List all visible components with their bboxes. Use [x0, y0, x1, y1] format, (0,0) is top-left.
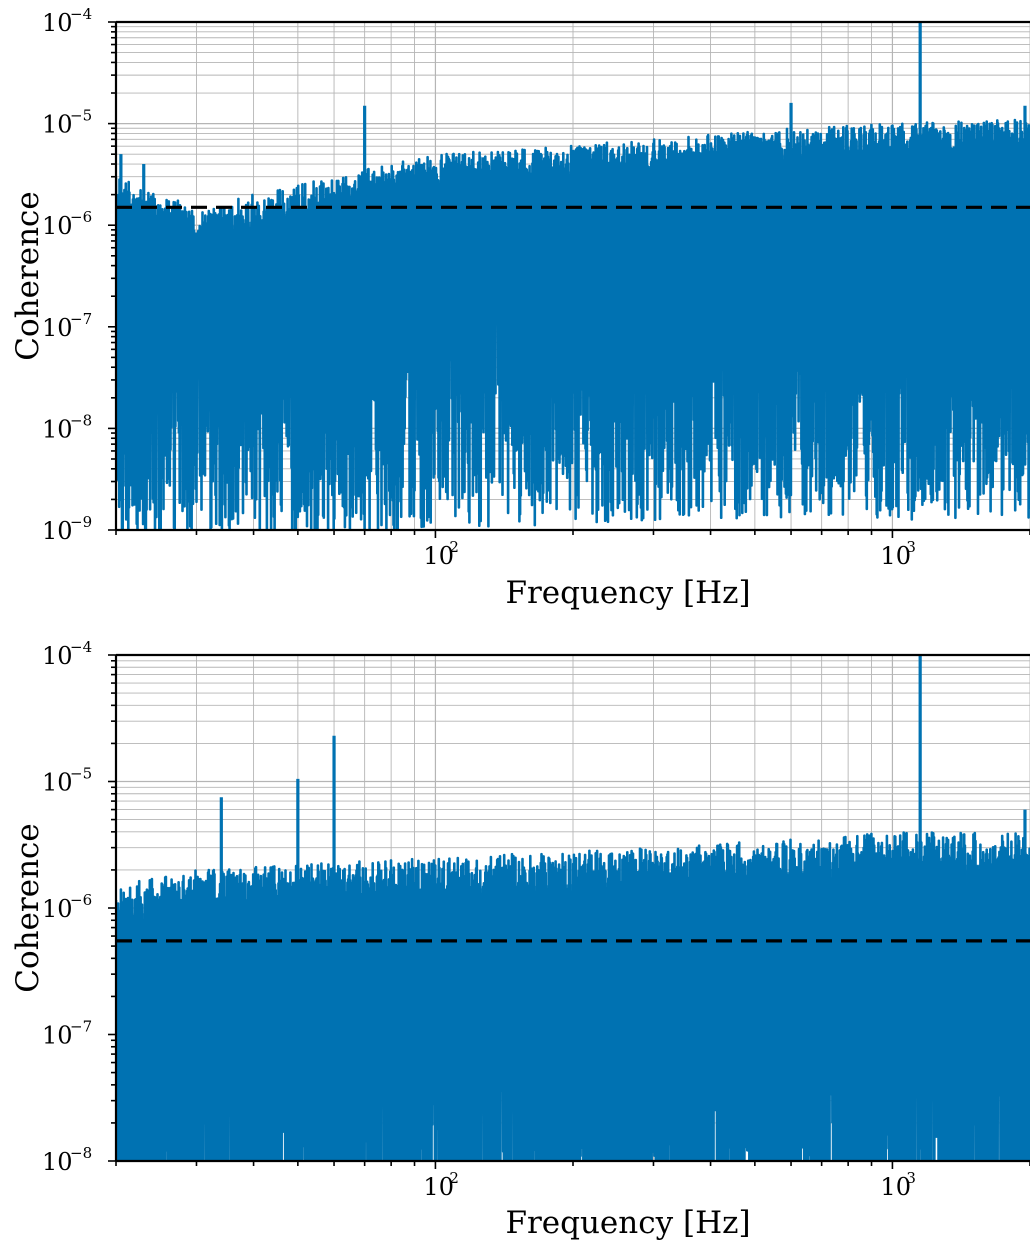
coherence-series-band: [116, 864, 1030, 1089]
y-tick-label: 10: [42, 1148, 73, 1176]
y-tick-exponent: −6: [70, 891, 92, 909]
y-tick-exponent: −9: [70, 513, 92, 531]
y-tick-label: 10: [42, 895, 73, 923]
y-tick-label: 10: [42, 212, 73, 240]
y-tick-exponent: −4: [70, 5, 92, 23]
y-tick-label: 10: [42, 642, 73, 670]
y-tick-exponent: −6: [70, 208, 92, 226]
y-tick-exponent: −5: [70, 765, 92, 783]
x-tick-exponent: 2: [449, 1169, 459, 1187]
x-tick-exponent: 3: [906, 538, 916, 556]
y-tick-exponent: −7: [70, 1018, 92, 1036]
x-axis-title: Frequency [Hz]: [505, 575, 750, 611]
y-tick-label: 10: [42, 111, 73, 139]
y-tick-label: 10: [42, 1022, 73, 1050]
x-tick-label: 10: [423, 542, 454, 570]
coherence-panel-top: 102 10310−910−810−710−610−510−4Frequency …: [10, 5, 1030, 611]
y-tick-label: 10: [42, 415, 73, 443]
y-tick-label: 10: [42, 9, 73, 37]
y-tick-exponent: −4: [70, 638, 92, 656]
y-axis-title: Coherence: [10, 823, 46, 993]
x-tick-label: 10: [423, 1173, 454, 1201]
y-tick-exponent: −8: [70, 1144, 92, 1162]
y-tick-label: 10: [42, 314, 73, 342]
y-axis-title: Coherence: [10, 191, 46, 361]
x-tick-exponent: 2: [449, 538, 459, 556]
y-tick-label: 10: [42, 769, 73, 797]
y-tick-exponent: −5: [70, 107, 92, 125]
coherence-series-band: [116, 145, 1030, 348]
y-tick-exponent: −7: [70, 310, 92, 328]
x-tick-label: 10: [880, 1173, 911, 1201]
y-tick-label: 10: [42, 517, 73, 545]
x-axis-title: Frequency [Hz]: [505, 1205, 750, 1241]
x-tick-exponent: 3: [906, 1169, 916, 1187]
y-tick-exponent: −8: [70, 411, 92, 429]
x-tick-label: 10: [880, 542, 911, 570]
